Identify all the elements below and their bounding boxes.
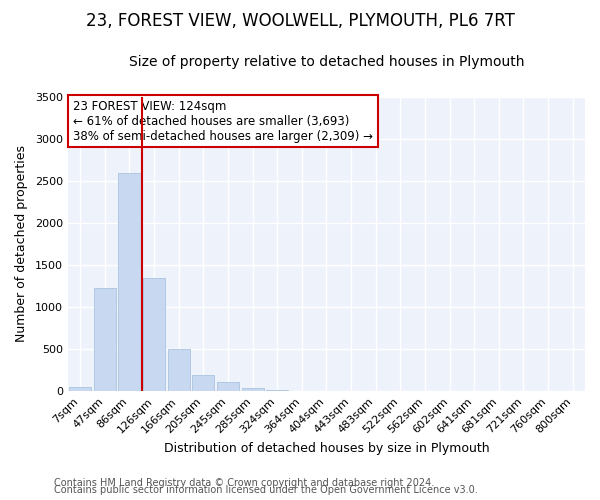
Bar [167, 349, 190, 392]
Title: Size of property relative to detached houses in Plymouth: Size of property relative to detached ho… [129, 55, 524, 69]
Bar [69, 387, 91, 392]
Text: 23 FOREST VIEW: 124sqm
← 61% of detached houses are smaller (3,693)
38% of semi-: 23 FOREST VIEW: 124sqm ← 61% of detached… [73, 100, 373, 142]
Bar [242, 388, 263, 392]
Bar [118, 173, 140, 392]
Text: Contains HM Land Registry data © Crown copyright and database right 2024.: Contains HM Land Registry data © Crown c… [54, 478, 434, 488]
Bar [217, 382, 239, 392]
Text: 23, FOREST VIEW, WOOLWELL, PLYMOUTH, PL6 7RT: 23, FOREST VIEW, WOOLWELL, PLYMOUTH, PL6… [86, 12, 514, 30]
Y-axis label: Number of detached properties: Number of detached properties [15, 146, 28, 342]
Text: Contains public sector information licensed under the Open Government Licence v3: Contains public sector information licen… [54, 485, 478, 495]
X-axis label: Distribution of detached houses by size in Plymouth: Distribution of detached houses by size … [164, 442, 489, 455]
Bar [94, 288, 116, 392]
Bar [266, 390, 289, 392]
Bar [192, 375, 214, 392]
Bar [143, 278, 165, 392]
